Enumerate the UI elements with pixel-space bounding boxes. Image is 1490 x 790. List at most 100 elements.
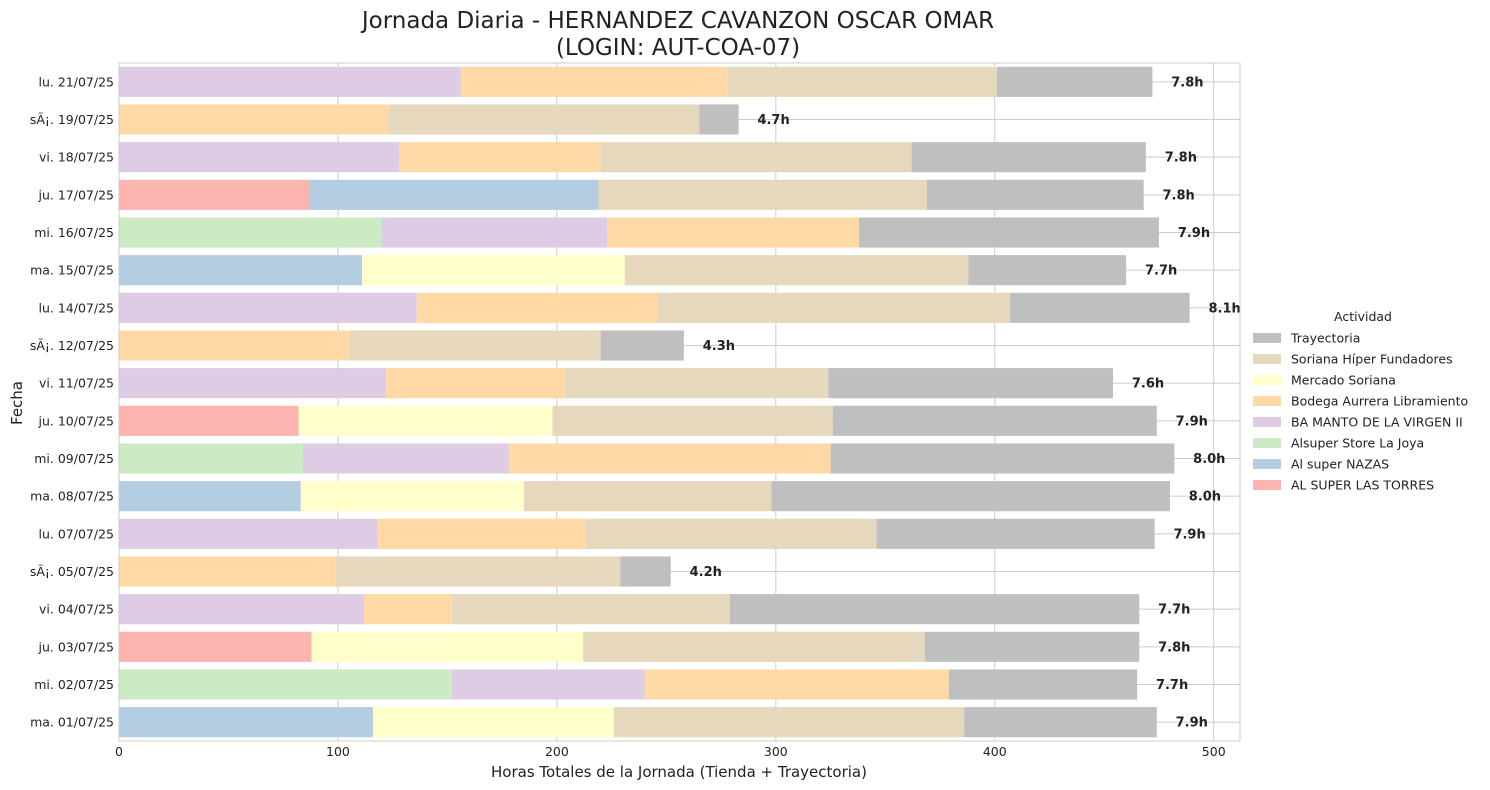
y-axis-label: Fecha — [8, 381, 26, 425]
y-tick-label: sÃ¡. 12/07/25 — [30, 338, 114, 353]
bar-segment — [119, 481, 301, 512]
bar-total-label: 8.0h — [1193, 452, 1225, 467]
legend-entry-label: Alsuper Store La Joya — [1291, 436, 1424, 451]
bar-segment — [620, 556, 671, 587]
x-tick-label: 300 — [764, 744, 788, 759]
bar-segment — [926, 179, 1144, 210]
bar-segment — [657, 292, 1011, 323]
y-tick-label: mi. 09/07/25 — [34, 451, 114, 466]
legend-entry-label: Mercado Soriana — [1291, 373, 1396, 388]
y-tick-label: lu. 21/07/25 — [39, 74, 114, 89]
bar-segment — [565, 368, 829, 399]
legend-swatch — [1253, 480, 1281, 490]
bar-segment — [416, 292, 658, 323]
bar-segment — [386, 368, 566, 399]
bar-total-label: 7.8h — [1171, 75, 1203, 90]
bar-segment — [600, 142, 912, 173]
y-tick-label: sÃ¡. 19/07/25 — [30, 112, 114, 127]
bar-segment — [119, 368, 387, 399]
legend-title: Actividad — [1334, 309, 1392, 324]
bar-segment — [624, 255, 969, 286]
bar-segment — [119, 179, 310, 210]
legend-swatch — [1253, 459, 1281, 469]
legend-swatch — [1253, 354, 1281, 364]
y-tick-label: sÃ¡. 05/07/25 — [30, 564, 114, 579]
bar-segment — [924, 631, 1140, 662]
bar-segment — [613, 707, 965, 738]
chart-title-line-1: Jornada Diaria - HERNANDEZ CAVANZON OSCA… — [360, 8, 994, 34]
bar-segment — [309, 179, 599, 210]
bar-segment — [964, 707, 1157, 738]
bar-total-label: 7.9h — [1178, 226, 1210, 241]
legend-swatch — [1253, 333, 1281, 343]
bar-segment — [119, 707, 373, 738]
bar-segment — [119, 255, 363, 286]
bar-segment — [644, 669, 949, 700]
y-tick-label: vi. 04/07/25 — [39, 602, 114, 617]
bar-segment — [119, 631, 312, 662]
y-tick-label: lu. 14/07/25 — [39, 300, 114, 315]
x-tick-label: 200 — [545, 744, 569, 759]
bar-segment — [583, 631, 925, 662]
bar-segment — [508, 443, 831, 474]
y-tick-label: vi. 18/07/25 — [39, 150, 114, 165]
bar-segment — [996, 66, 1153, 97]
bar-segment — [399, 142, 601, 173]
bar-total-label: 7.8h — [1165, 151, 1197, 166]
y-tick-label: mi. 02/07/25 — [34, 677, 114, 692]
y-tick-label: ma. 08/07/25 — [30, 489, 114, 504]
bar-segment — [607, 217, 860, 248]
x-tick-labels: 0 100 200 300 400 500 — [115, 744, 1226, 759]
bar-segment — [859, 217, 1159, 248]
bar-segment — [119, 104, 389, 135]
x-tick-label: 100 — [326, 744, 350, 759]
y-tick-label: ma. 15/07/25 — [30, 263, 114, 278]
bar-segment — [364, 594, 452, 625]
bar-total-label: 7.9h — [1176, 716, 1208, 731]
bar-segment — [968, 255, 1127, 286]
bar-total-label: 7.6h — [1132, 377, 1164, 392]
bar-segment — [119, 556, 336, 587]
legend-entry-label: Soriana Híper Fundadores — [1291, 352, 1453, 367]
y-tick-label: ju. 03/07/25 — [38, 639, 114, 654]
bar-segment — [362, 255, 625, 286]
legend: Actividad Trayectoria Soriana Híper Funda… — [1253, 309, 1468, 493]
legend-entry-label: Bodega Aurrera Libramiento — [1291, 394, 1468, 409]
legend-swatch — [1253, 417, 1281, 427]
bar-segment — [911, 142, 1146, 173]
bar-segment — [585, 518, 877, 549]
bar-segment — [828, 368, 1114, 399]
legend-entry-label: AL SUPER LAS TORRES — [1291, 478, 1434, 493]
legend-entry-label: Al super NAZAS — [1291, 457, 1389, 472]
legend-swatch — [1253, 396, 1281, 406]
bars-group — [119, 66, 1190, 738]
y-tick-label: mi. 16/07/25 — [34, 225, 114, 240]
bar-segment — [451, 594, 730, 625]
bar-segment — [876, 518, 1155, 549]
bar-total-label: 7.7h — [1156, 678, 1188, 693]
bar-segment — [729, 594, 1140, 625]
bar-segment — [600, 330, 684, 361]
bar-segment — [830, 443, 1175, 474]
bar-segment — [372, 707, 614, 738]
bar-segment — [451, 669, 645, 700]
bar-segment — [119, 594, 365, 625]
bar-total-label: 7.9h — [1176, 414, 1208, 429]
bar-segment — [552, 405, 833, 436]
y-tick-label: ju. 10/07/25 — [38, 413, 114, 428]
bar-total-label: 8.0h — [1189, 490, 1221, 505]
x-tick-label: 0 — [115, 744, 123, 759]
bar-segment — [771, 481, 1170, 512]
legend-swatch — [1253, 375, 1281, 385]
bar-segment — [348, 330, 601, 361]
legend-entry-label: Trayectoria — [1290, 331, 1360, 346]
bar-segment — [727, 66, 997, 97]
bar-segment — [119, 292, 417, 323]
bar-segment — [377, 518, 586, 549]
bar-total-label: 7.7h — [1145, 264, 1177, 279]
y-tick-labels: lu. 21/07/25 sÃ¡. 19/07/25 vi. 18/07/25 ju.… — [30, 74, 114, 729]
bar-segment — [311, 631, 584, 662]
x-tick-label: 400 — [983, 744, 1007, 759]
